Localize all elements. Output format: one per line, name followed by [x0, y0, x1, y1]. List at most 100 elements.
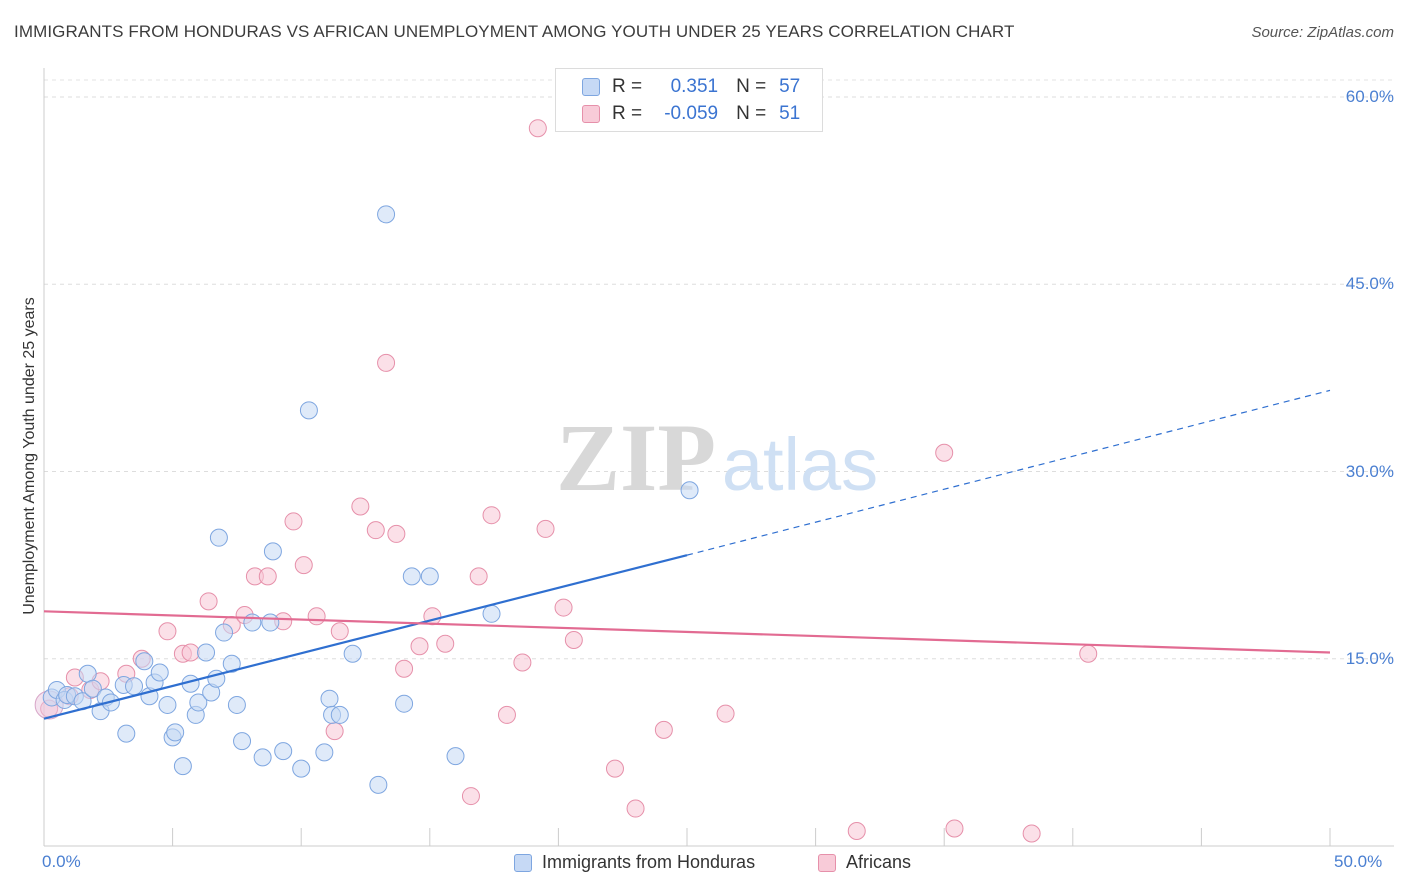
axes [43, 68, 1394, 847]
data-point [78, 664, 97, 683]
data-point [299, 401, 318, 420]
data-point [307, 607, 326, 626]
data-point [716, 704, 735, 723]
data-point [253, 748, 272, 767]
y-tick-label: 15.0% [1345, 648, 1394, 668]
data-point [261, 613, 280, 632]
data-point [222, 654, 241, 673]
series-honduras [42, 205, 699, 794]
data-point [292, 759, 311, 778]
legend-swatch-blue [514, 853, 532, 872]
legend-r-label: R = [612, 76, 643, 97]
data-point [654, 720, 673, 739]
data-point [125, 677, 144, 696]
data-point [554, 598, 573, 617]
data-point [215, 623, 234, 642]
data-point [274, 742, 293, 761]
data-point [166, 723, 185, 742]
data-point [181, 643, 200, 662]
y-axis-label: Unemployment Among Youth under 25 years [21, 297, 38, 615]
data-point [482, 604, 501, 623]
grid-lines [44, 79, 1394, 660]
data-point [377, 205, 396, 224]
legend-row-africans: R = -0.059 N = 51 [582, 102, 800, 126]
legend-r-value: 0.351 [670, 76, 719, 97]
data-point [395, 694, 414, 713]
data-point [420, 567, 439, 586]
data-point [377, 353, 396, 372]
legend-n-value: 51 [779, 103, 801, 124]
data-point [402, 567, 421, 586]
data-point [605, 759, 624, 778]
data-point [243, 613, 262, 632]
data-point [83, 679, 102, 698]
correlation-legend: R = 0.351 N = 57 R = -0.059 N = 51 [555, 68, 823, 132]
data-point [343, 644, 362, 663]
data-point [935, 443, 954, 462]
legend-item-honduras: Immigrants from Honduras [514, 852, 755, 873]
data-point [173, 757, 192, 776]
data-point [197, 643, 216, 662]
data-point [330, 705, 349, 724]
data-point [482, 506, 501, 525]
data-point [369, 775, 388, 794]
data-point [263, 542, 282, 561]
data-point [294, 556, 313, 575]
legend-n-label: N = [736, 76, 767, 97]
data-point [497, 705, 516, 724]
trend-line-honduras-extension [686, 389, 1331, 556]
data-point [233, 732, 252, 751]
data-point [469, 567, 488, 586]
legend-r-value: -0.059 [664, 103, 719, 124]
data-point [446, 747, 465, 766]
legend-label-honduras: Immigrants from Honduras [542, 852, 756, 872]
data-point [513, 653, 532, 672]
data-point [227, 695, 246, 714]
legend-swatch-pink [582, 105, 600, 123]
legend-item-africans: Africans [818, 852, 911, 873]
data-point [366, 521, 385, 540]
data-point [150, 663, 169, 682]
data-point [330, 622, 349, 641]
legend-swatch-pink [818, 853, 836, 872]
legend-n-value: 57 [779, 76, 801, 97]
data-point [258, 567, 277, 586]
chart-source: Source: ZipAtlas.com [1251, 24, 1394, 41]
trend-line-honduras [43, 554, 688, 720]
data-point [847, 822, 866, 841]
data-point [528, 119, 547, 138]
data-point [680, 481, 699, 500]
data-point [536, 519, 555, 538]
data-point [325, 722, 344, 741]
data-point [135, 652, 154, 671]
data-point [199, 592, 218, 611]
data-point [189, 693, 208, 712]
watermark-atlas: atlas [722, 423, 878, 506]
y-tick-label: 30.0% [1345, 461, 1394, 481]
data-point [320, 689, 339, 708]
chart-title: IMMIGRANTS FROM HONDURAS VS AFRICAN UNEM… [14, 22, 1015, 41]
series-legend: Immigrants from Honduras Africans [0, 852, 1406, 876]
watermark: ZIP atlas [556, 404, 878, 511]
legend-r-label: R = [612, 103, 643, 124]
data-point [387, 524, 406, 543]
trend-line-africans [43, 610, 1331, 654]
trend-lines [43, 389, 1331, 720]
legend-swatch-blue [582, 78, 600, 96]
data-point [284, 512, 303, 531]
legend-label-africans: Africans [846, 852, 912, 872]
data-point [626, 799, 645, 818]
data-point [158, 695, 177, 714]
data-point [209, 528, 228, 547]
x-tick-max: 50.0% [1334, 852, 1383, 871]
data-point [1022, 824, 1041, 843]
data-point [158, 622, 177, 641]
data-point [315, 743, 334, 762]
y-tick-label: 60.0% [1345, 87, 1394, 106]
data-point [410, 637, 429, 656]
data-point [351, 497, 370, 516]
data-point [1079, 644, 1098, 663]
y-tick-label: 45.0% [1345, 274, 1394, 294]
legend-n-label: N = [736, 103, 767, 124]
